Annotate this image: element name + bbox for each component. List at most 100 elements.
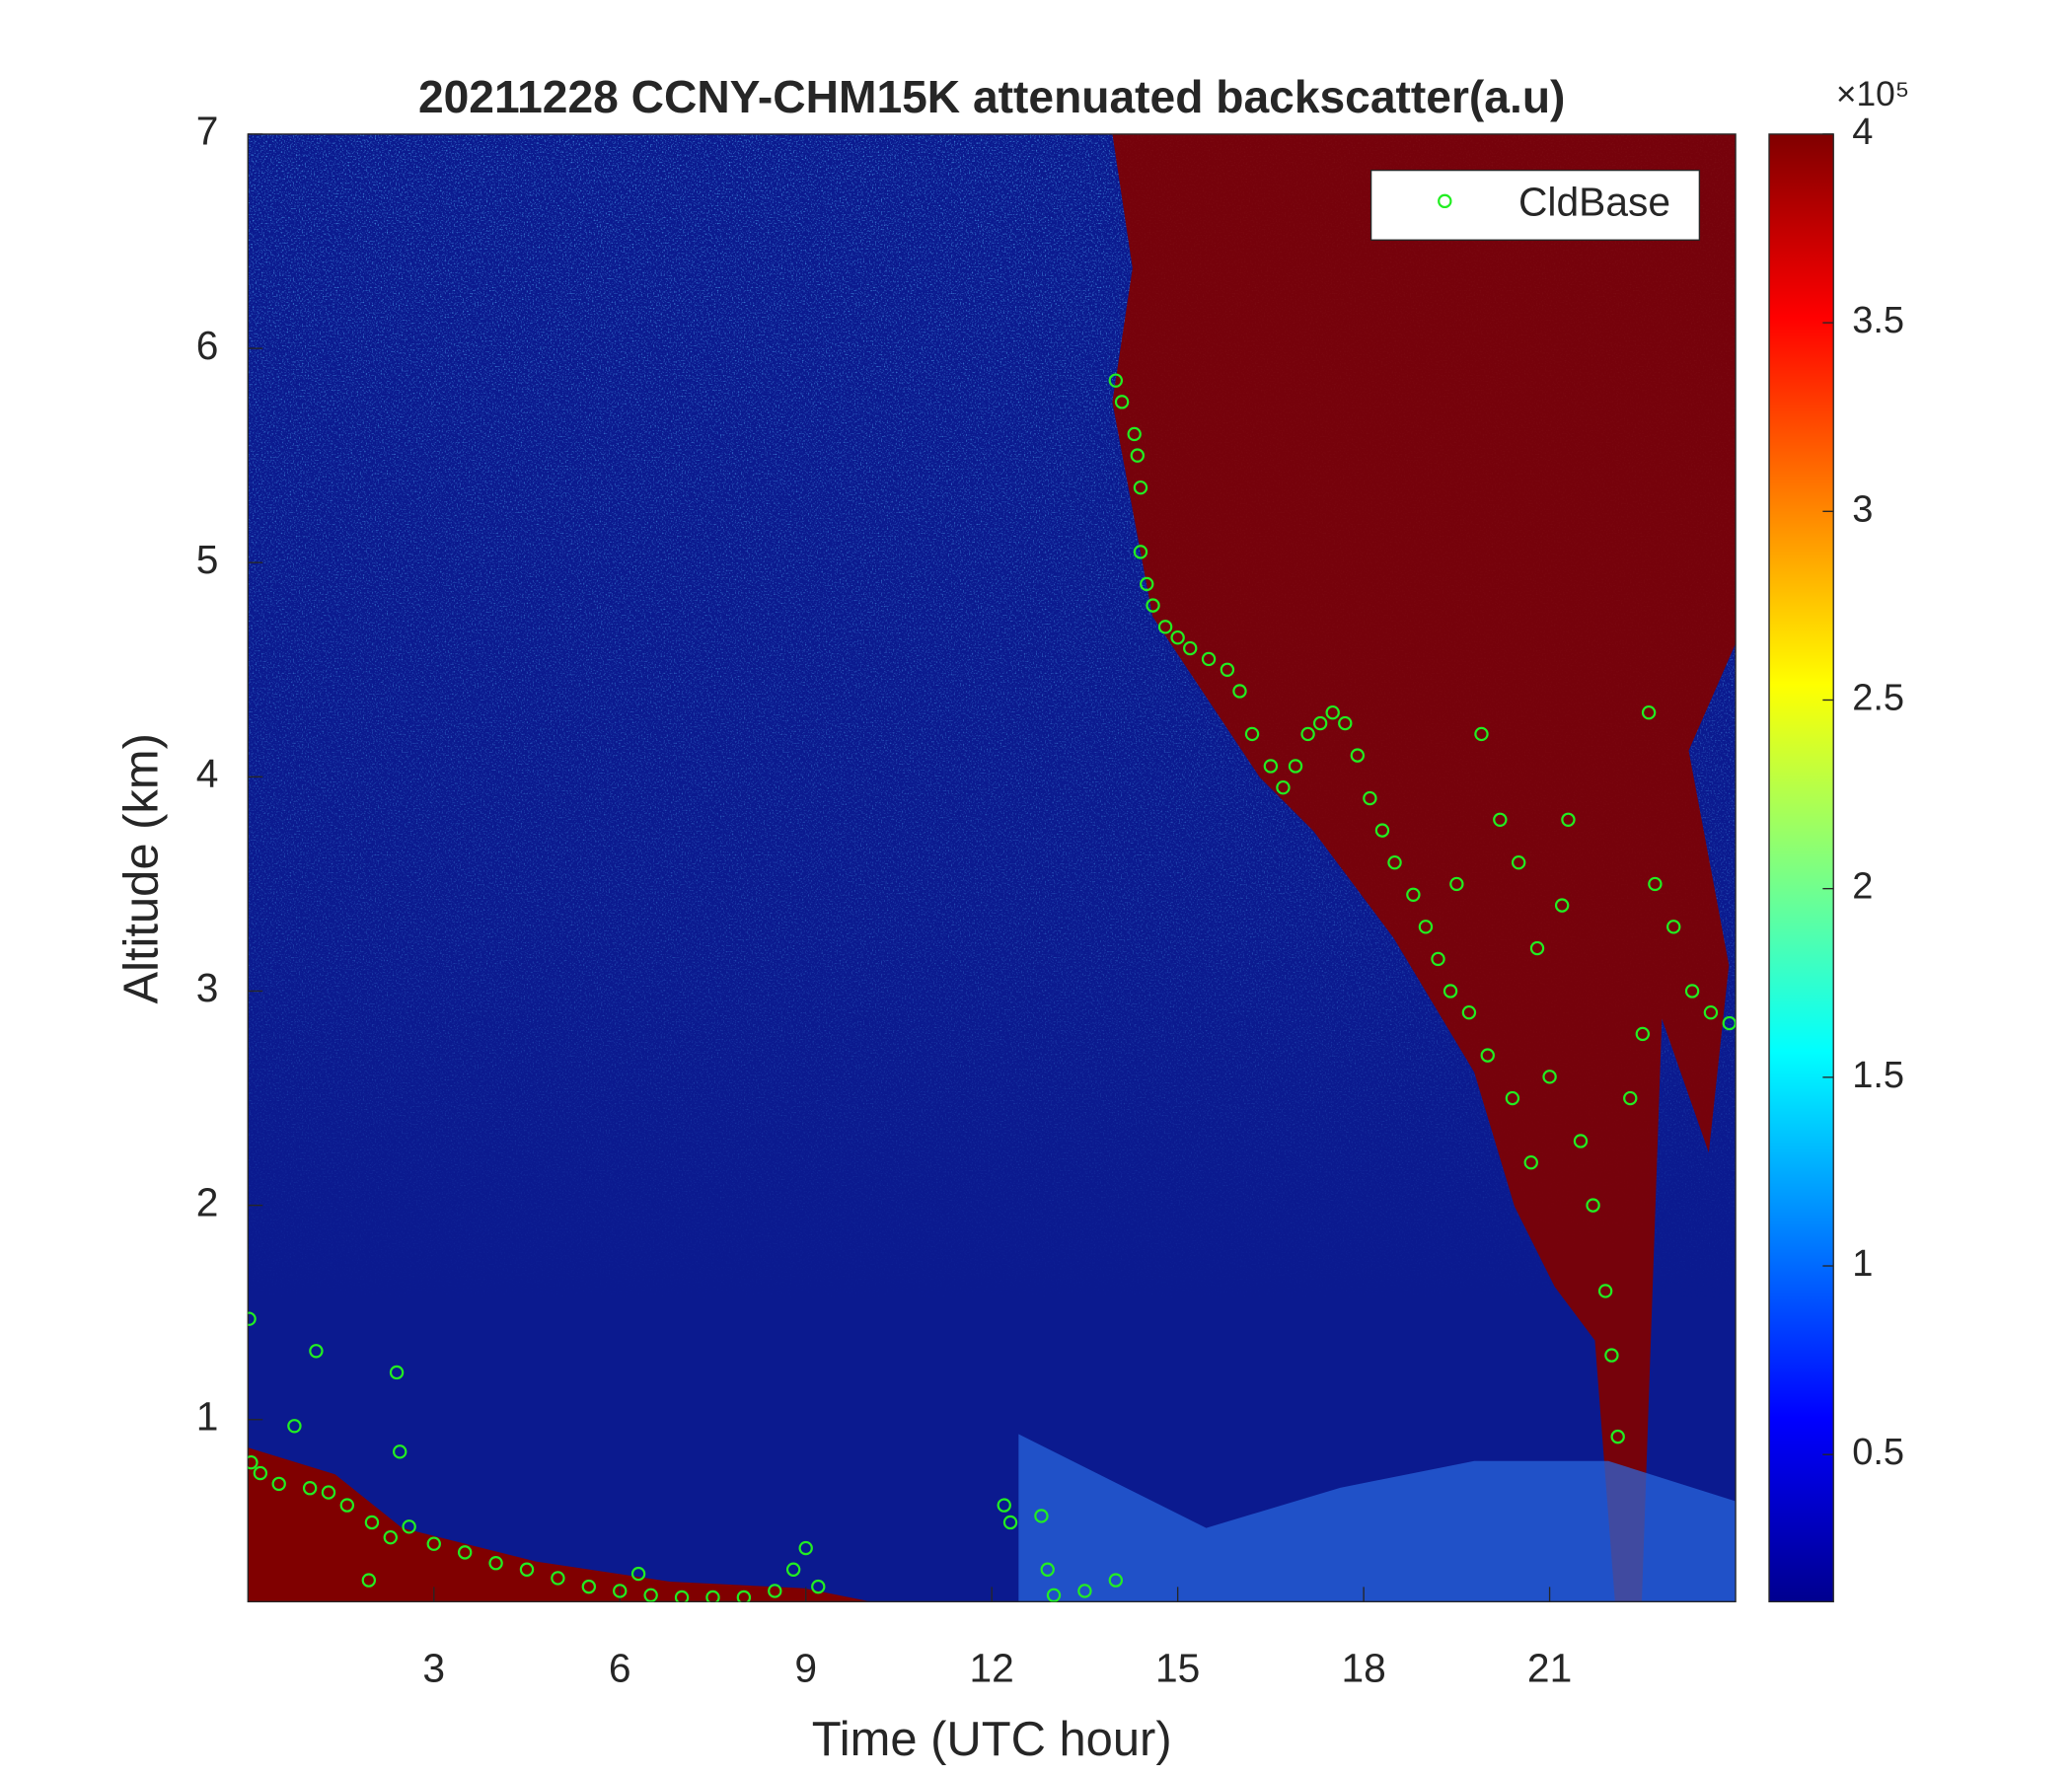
cloud-base-point xyxy=(287,1419,302,1434)
cloud-base-point xyxy=(1703,1004,1719,1020)
cloud-base-point xyxy=(1554,898,1570,913)
colorbar-tick-label: 2 xyxy=(1852,866,1873,908)
cloud-base-point xyxy=(426,1536,441,1551)
x-tick-label: 12 xyxy=(970,1646,1014,1691)
legend-marker xyxy=(1438,193,1452,209)
cloud-base-point xyxy=(581,1579,597,1594)
cloud-base-point xyxy=(1108,373,1124,388)
y-tick-label: 3 xyxy=(196,965,219,1010)
colorbar-tick-label: 3 xyxy=(1852,488,1873,530)
x-tick-label: 15 xyxy=(1155,1646,1200,1691)
cloud-base-point xyxy=(643,1588,658,1602)
cloud-base-point xyxy=(1130,448,1146,463)
cloud-base-point xyxy=(383,1529,398,1545)
cloud-base-point xyxy=(1183,640,1198,656)
cloud-base-point xyxy=(1338,715,1353,731)
cloud-base-point xyxy=(1648,876,1663,892)
cloud-base-point xyxy=(1201,651,1217,667)
cloud-base-point xyxy=(1722,1015,1737,1031)
cloud-base-point xyxy=(768,1584,782,1598)
cloud-base-point xyxy=(1276,779,1291,795)
cloud-base-point xyxy=(389,1365,405,1380)
colorbar-exponent: ×10⁵ xyxy=(1836,75,1910,113)
cloud-base-point xyxy=(1077,1584,1092,1598)
cloud-base-point xyxy=(1586,1198,1600,1213)
cloud-base-point xyxy=(1108,1573,1124,1588)
y-tick-label: 1 xyxy=(196,1394,219,1440)
cloud-base-point xyxy=(1140,576,1154,592)
colorbar-gradient xyxy=(1768,133,1834,1602)
cloud-base-point xyxy=(798,1540,813,1556)
cloud-base-point xyxy=(1443,984,1458,999)
cloud-base-point xyxy=(1635,1026,1651,1042)
x-tick-label: 6 xyxy=(609,1646,631,1691)
cloud-base-point xyxy=(248,1311,257,1326)
cloud-base-point xyxy=(1610,1429,1625,1444)
cloud-base-point xyxy=(321,1485,336,1500)
cloud-base-point xyxy=(1431,951,1445,967)
cloud-base-point xyxy=(1046,1588,1062,1602)
y-tick-label: 2 xyxy=(196,1179,219,1224)
cloud-base-point xyxy=(1604,1348,1619,1363)
cloud-base-point xyxy=(1461,1004,1477,1020)
y-tick-label: 7 xyxy=(196,109,219,154)
colorbar-tick-label: 4 xyxy=(1852,111,1873,153)
cloud-base-point xyxy=(302,1481,318,1496)
legend-label: CldBase xyxy=(1518,180,1670,225)
cloud-base-point xyxy=(1418,920,1434,934)
cloud-base-point xyxy=(1387,854,1402,870)
cloud-base-point xyxy=(339,1498,355,1513)
y-tick-label: 5 xyxy=(196,537,219,582)
cloud-base-point xyxy=(488,1556,503,1571)
cloud-base-point xyxy=(811,1579,826,1594)
cloud-base-point xyxy=(457,1545,473,1560)
colorbar-tick-label: 1 xyxy=(1852,1243,1873,1285)
cloud-base-point xyxy=(613,1584,628,1598)
y-axis-label: Altitude (km) xyxy=(115,733,169,1003)
cloud-base-point xyxy=(361,1573,376,1588)
cloud-base-point xyxy=(309,1344,324,1359)
cloud-base-point xyxy=(1505,1090,1520,1106)
cloud-base-point xyxy=(1374,823,1390,838)
cloud-base-point xyxy=(364,1515,380,1530)
cloud-base-point xyxy=(1157,620,1173,634)
cloud-base-point xyxy=(1474,726,1489,742)
cloud-base-point xyxy=(674,1590,690,1602)
cloud-base-point xyxy=(1312,715,1328,731)
cloud-base-point xyxy=(1146,598,1160,613)
cloud-base-point xyxy=(630,1566,646,1582)
cloud-base-point xyxy=(402,1519,416,1534)
cloud-base-point xyxy=(1220,662,1235,677)
colorbar-tick-label: 0.5 xyxy=(1852,1432,1904,1473)
cloud-base-point xyxy=(1350,748,1366,763)
cloud-base-point xyxy=(519,1562,535,1577)
cloud-base-point xyxy=(1511,854,1526,870)
cloud-base-point xyxy=(1288,759,1303,774)
x-tick-label: 3 xyxy=(422,1646,445,1691)
cloud-base-point xyxy=(1597,1284,1613,1298)
cloud-base-point xyxy=(1244,726,1260,742)
cloud-base-point xyxy=(1480,1048,1495,1063)
cloud-base-point xyxy=(1133,545,1148,559)
cloud-base-point xyxy=(1523,1154,1538,1170)
cloud-base-point xyxy=(248,1454,259,1470)
cloud-base-point xyxy=(1363,790,1377,806)
chart-title: 20211228 CCNY-CHM15K attenuated backscat… xyxy=(418,71,1565,122)
cloud-base-point xyxy=(1406,887,1421,902)
cloud-base-point xyxy=(1127,426,1142,442)
x-tick-label: 18 xyxy=(1341,1646,1385,1691)
cloud-base-point xyxy=(1133,481,1148,495)
backscatter-image xyxy=(248,133,1737,1602)
cloud-base-point xyxy=(1002,1515,1018,1530)
cloud-base-point xyxy=(551,1571,565,1586)
colorbar-tick-label: 2.5 xyxy=(1852,678,1904,719)
y-tick-label: 6 xyxy=(196,323,219,368)
cloud-base-point xyxy=(1114,395,1130,409)
cloud-base-point xyxy=(785,1562,801,1577)
cloud-base-point xyxy=(271,1476,286,1492)
legend-box xyxy=(1369,169,1701,241)
cloud-base-point xyxy=(1040,1562,1055,1577)
cloud-base-point xyxy=(1623,1090,1638,1106)
series xyxy=(248,373,1737,1602)
